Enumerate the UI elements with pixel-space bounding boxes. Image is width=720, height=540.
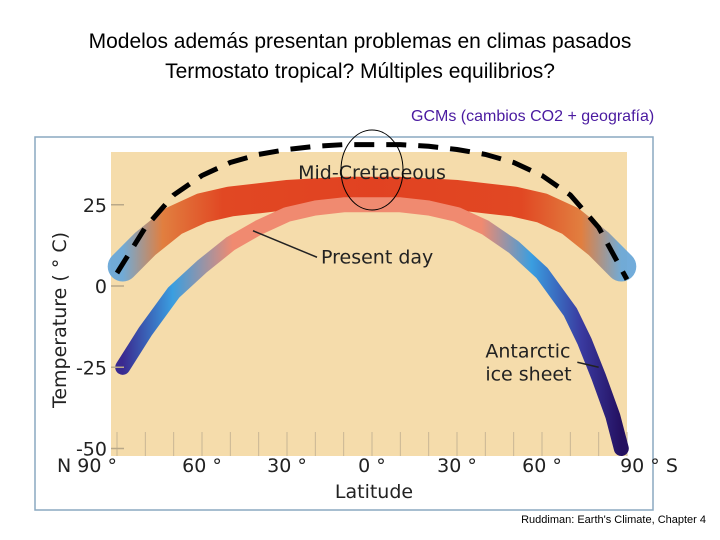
x-axis-ticks: N 90 ° 60 ° 30 ° 0 ° 30 ° 60 ° 90 ° S bbox=[57, 455, 678, 477]
x-tick-label: 60 ° bbox=[522, 455, 562, 477]
gcm-dashed-line bbox=[114, 142, 630, 281]
x-tick-label: N 90 ° bbox=[57, 455, 117, 477]
annotation-mid-cretaceous: Mid-Cretaceous bbox=[298, 162, 446, 184]
x-grid bbox=[116, 432, 628, 456]
annotation-antarctic: Antarctic bbox=[485, 341, 570, 363]
x-tick-label: 30 ° bbox=[267, 455, 307, 477]
annotation-leader-line bbox=[577, 361, 599, 368]
highlight-ellipse bbox=[340, 129, 404, 211]
y-tick-label: -50 bbox=[76, 439, 107, 461]
annotation-present-day: Present day bbox=[321, 246, 433, 268]
y-tick-label: 0 bbox=[95, 276, 107, 298]
x-tick-label: 30 ° bbox=[437, 455, 477, 477]
mid-cretaceous-band bbox=[107, 176, 637, 282]
gcm-label: GCMs (cambios CO2 + geografía) bbox=[411, 108, 655, 125]
x-axis-label: Latitude bbox=[335, 481, 413, 503]
x-tick-label: 90 ° S bbox=[620, 455, 678, 477]
x-tick-label: 0 ° bbox=[358, 455, 386, 477]
source-credit: Ruddiman: Earth's Climate, Chapter 4 bbox=[521, 514, 706, 526]
series-gcm bbox=[114, 142, 630, 281]
x-tick-label: 60 ° bbox=[182, 455, 222, 477]
y-tick-label: -25 bbox=[76, 357, 107, 379]
series-present-day bbox=[115, 197, 629, 456]
present-day-band bbox=[115, 197, 629, 456]
annotation-leader-line bbox=[252, 230, 318, 258]
y-axis-ticks: 25 0 -25 -50 bbox=[76, 195, 124, 461]
slide-title-line-2: Termostato tropical? Múltiples equilibri… bbox=[165, 60, 555, 83]
series-mid-cretaceous bbox=[107, 176, 637, 282]
y-axis-label: Temperature ( ° C) bbox=[49, 232, 71, 409]
annotation-ice-sheet: ice sheet bbox=[485, 363, 571, 385]
slide-title-line-1: Modelos además presentan problemas en cl… bbox=[88, 30, 632, 53]
y-tick-label: 25 bbox=[83, 195, 107, 217]
